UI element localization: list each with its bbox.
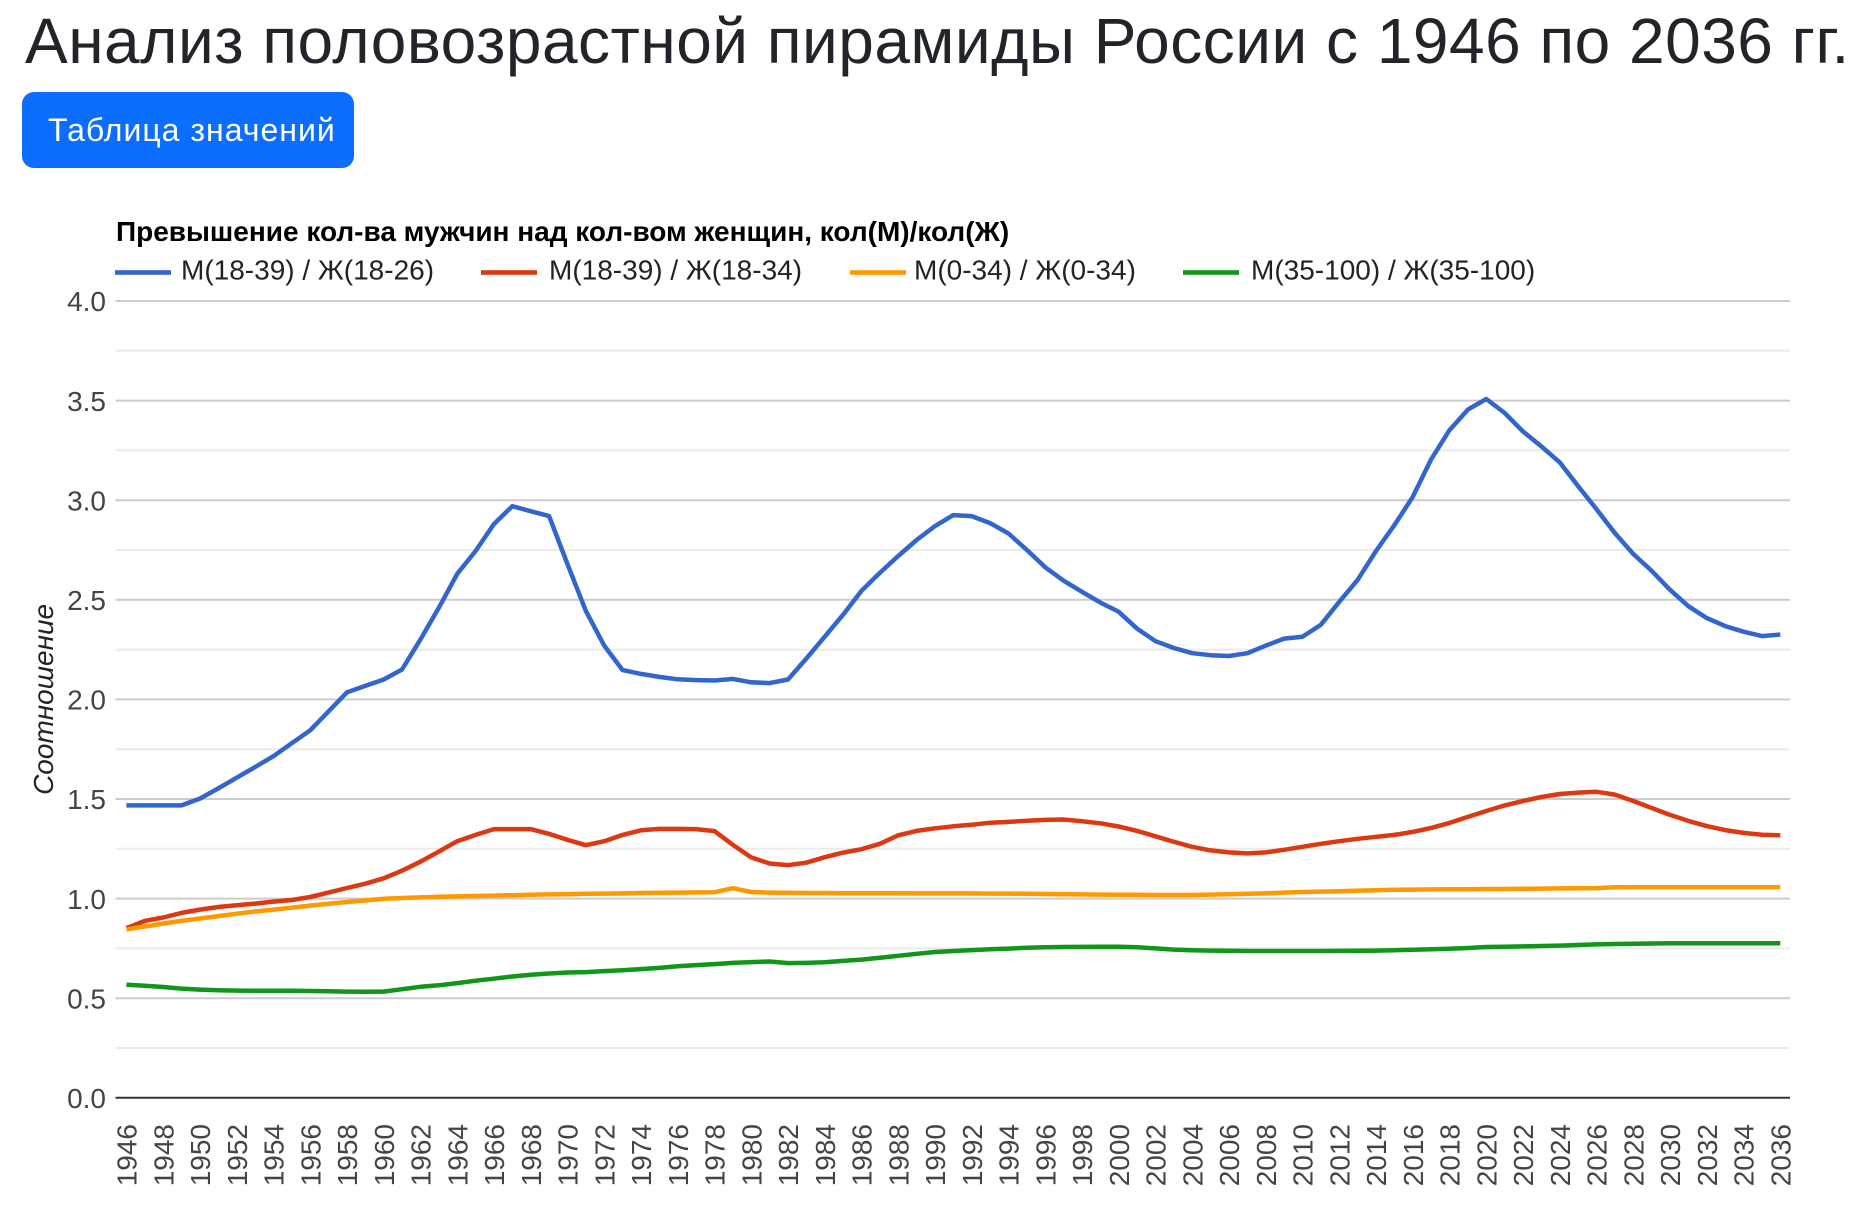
svg-text:4.0: 4.0 [67,286,106,317]
svg-text:1962: 1962 [406,1124,437,1186]
svg-text:2018: 2018 [1435,1124,1466,1186]
svg-text:2026: 2026 [1582,1124,1613,1186]
svg-text:2028: 2028 [1619,1124,1650,1186]
svg-text:1996: 1996 [1030,1124,1061,1186]
svg-text:2012: 2012 [1325,1124,1356,1186]
svg-text:1960: 1960 [369,1124,400,1186]
svg-text:3.0: 3.0 [67,485,106,516]
svg-text:М(18-39) / Ж(18-34): М(18-39) / Ж(18-34) [549,255,802,286]
svg-text:2008: 2008 [1251,1124,1282,1186]
svg-text:1970: 1970 [553,1124,584,1186]
svg-text:1986: 1986 [847,1124,878,1186]
svg-text:1.5: 1.5 [67,784,106,815]
svg-text:2030: 2030 [1655,1124,1686,1186]
svg-text:2010: 2010 [1288,1124,1319,1186]
svg-text:1952: 1952 [222,1124,253,1186]
svg-text:М(0-34) / Ж(0-34): М(0-34) / Ж(0-34) [914,255,1136,286]
svg-text:1988: 1988 [883,1124,914,1186]
svg-text:1972: 1972 [589,1124,620,1186]
svg-text:1998: 1998 [1067,1124,1098,1186]
svg-text:2.0: 2.0 [67,685,106,716]
svg-text:2020: 2020 [1472,1124,1503,1186]
svg-text:1974: 1974 [626,1124,657,1186]
svg-text:М(35-100) / Ж(35-100): М(35-100) / Ж(35-100) [1251,255,1535,286]
svg-text:1966: 1966 [479,1124,510,1186]
svg-text:2006: 2006 [1214,1124,1245,1186]
svg-text:1994: 1994 [994,1124,1025,1186]
svg-text:1992: 1992 [957,1124,988,1186]
svg-text:0.5: 0.5 [67,983,106,1014]
svg-text:3.5: 3.5 [67,386,106,417]
svg-text:Соотношение: Соотношение [28,604,59,795]
svg-text:1950: 1950 [185,1124,216,1186]
svg-text:2032: 2032 [1692,1124,1723,1186]
svg-text:1984: 1984 [810,1124,841,1186]
svg-text:М(18-39) / Ж(18-26): М(18-39) / Ж(18-26) [181,255,434,286]
svg-text:1978: 1978 [700,1124,731,1186]
svg-text:1982: 1982 [773,1124,804,1186]
svg-text:1948: 1948 [148,1124,179,1186]
svg-text:1976: 1976 [663,1124,694,1186]
svg-text:2024: 2024 [1545,1124,1576,1186]
svg-text:1968: 1968 [516,1124,547,1186]
svg-text:2.5: 2.5 [67,585,106,616]
svg-text:1.0: 1.0 [67,884,106,915]
svg-text:1958: 1958 [332,1124,363,1186]
svg-text:1980: 1980 [736,1124,767,1186]
svg-text:2000: 2000 [1104,1124,1135,1186]
svg-text:2016: 2016 [1398,1124,1429,1186]
svg-text:0.0: 0.0 [67,1083,106,1114]
svg-text:2022: 2022 [1508,1124,1539,1186]
svg-text:1956: 1956 [295,1124,326,1186]
svg-text:1946: 1946 [112,1124,143,1186]
svg-text:1954: 1954 [259,1124,290,1186]
svg-text:2014: 2014 [1361,1124,1392,1186]
svg-text:2034: 2034 [1729,1124,1760,1186]
svg-text:Превышение кол-ва мужчин над к: Превышение кол-ва мужчин над кол-вом жен… [116,216,1009,247]
svg-text:1964: 1964 [442,1124,473,1186]
svg-text:2036: 2036 [1766,1124,1797,1186]
svg-text:2002: 2002 [1141,1124,1172,1186]
svg-text:2004: 2004 [1177,1124,1208,1186]
svg-text:1990: 1990 [920,1124,951,1186]
